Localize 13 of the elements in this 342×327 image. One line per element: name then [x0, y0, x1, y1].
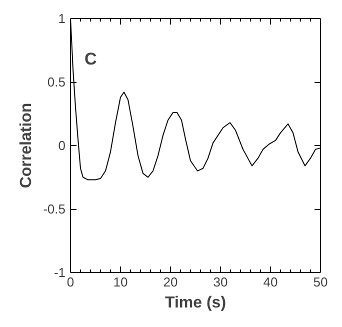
y-tick-label: 1 [58, 11, 66, 26]
x-axis-title: Time (s) [164, 294, 226, 312]
y-tick-label: -0.5 [43, 202, 66, 216]
annotation: C [84, 50, 97, 68]
x-tick-label: 50 [313, 274, 328, 290]
x-tick-label: 40 [263, 274, 278, 290]
y-tick-label: 0 [58, 138, 66, 153]
x-tick-label: 30 [213, 274, 228, 290]
x-tick-label: 20 [163, 274, 178, 290]
y-axis-title: Correlation [18, 102, 36, 188]
y-tick-label: 0.5 [47, 74, 66, 90]
x-tick-label: 10 [113, 274, 128, 290]
y-tick-label: -1 [54, 265, 66, 280]
